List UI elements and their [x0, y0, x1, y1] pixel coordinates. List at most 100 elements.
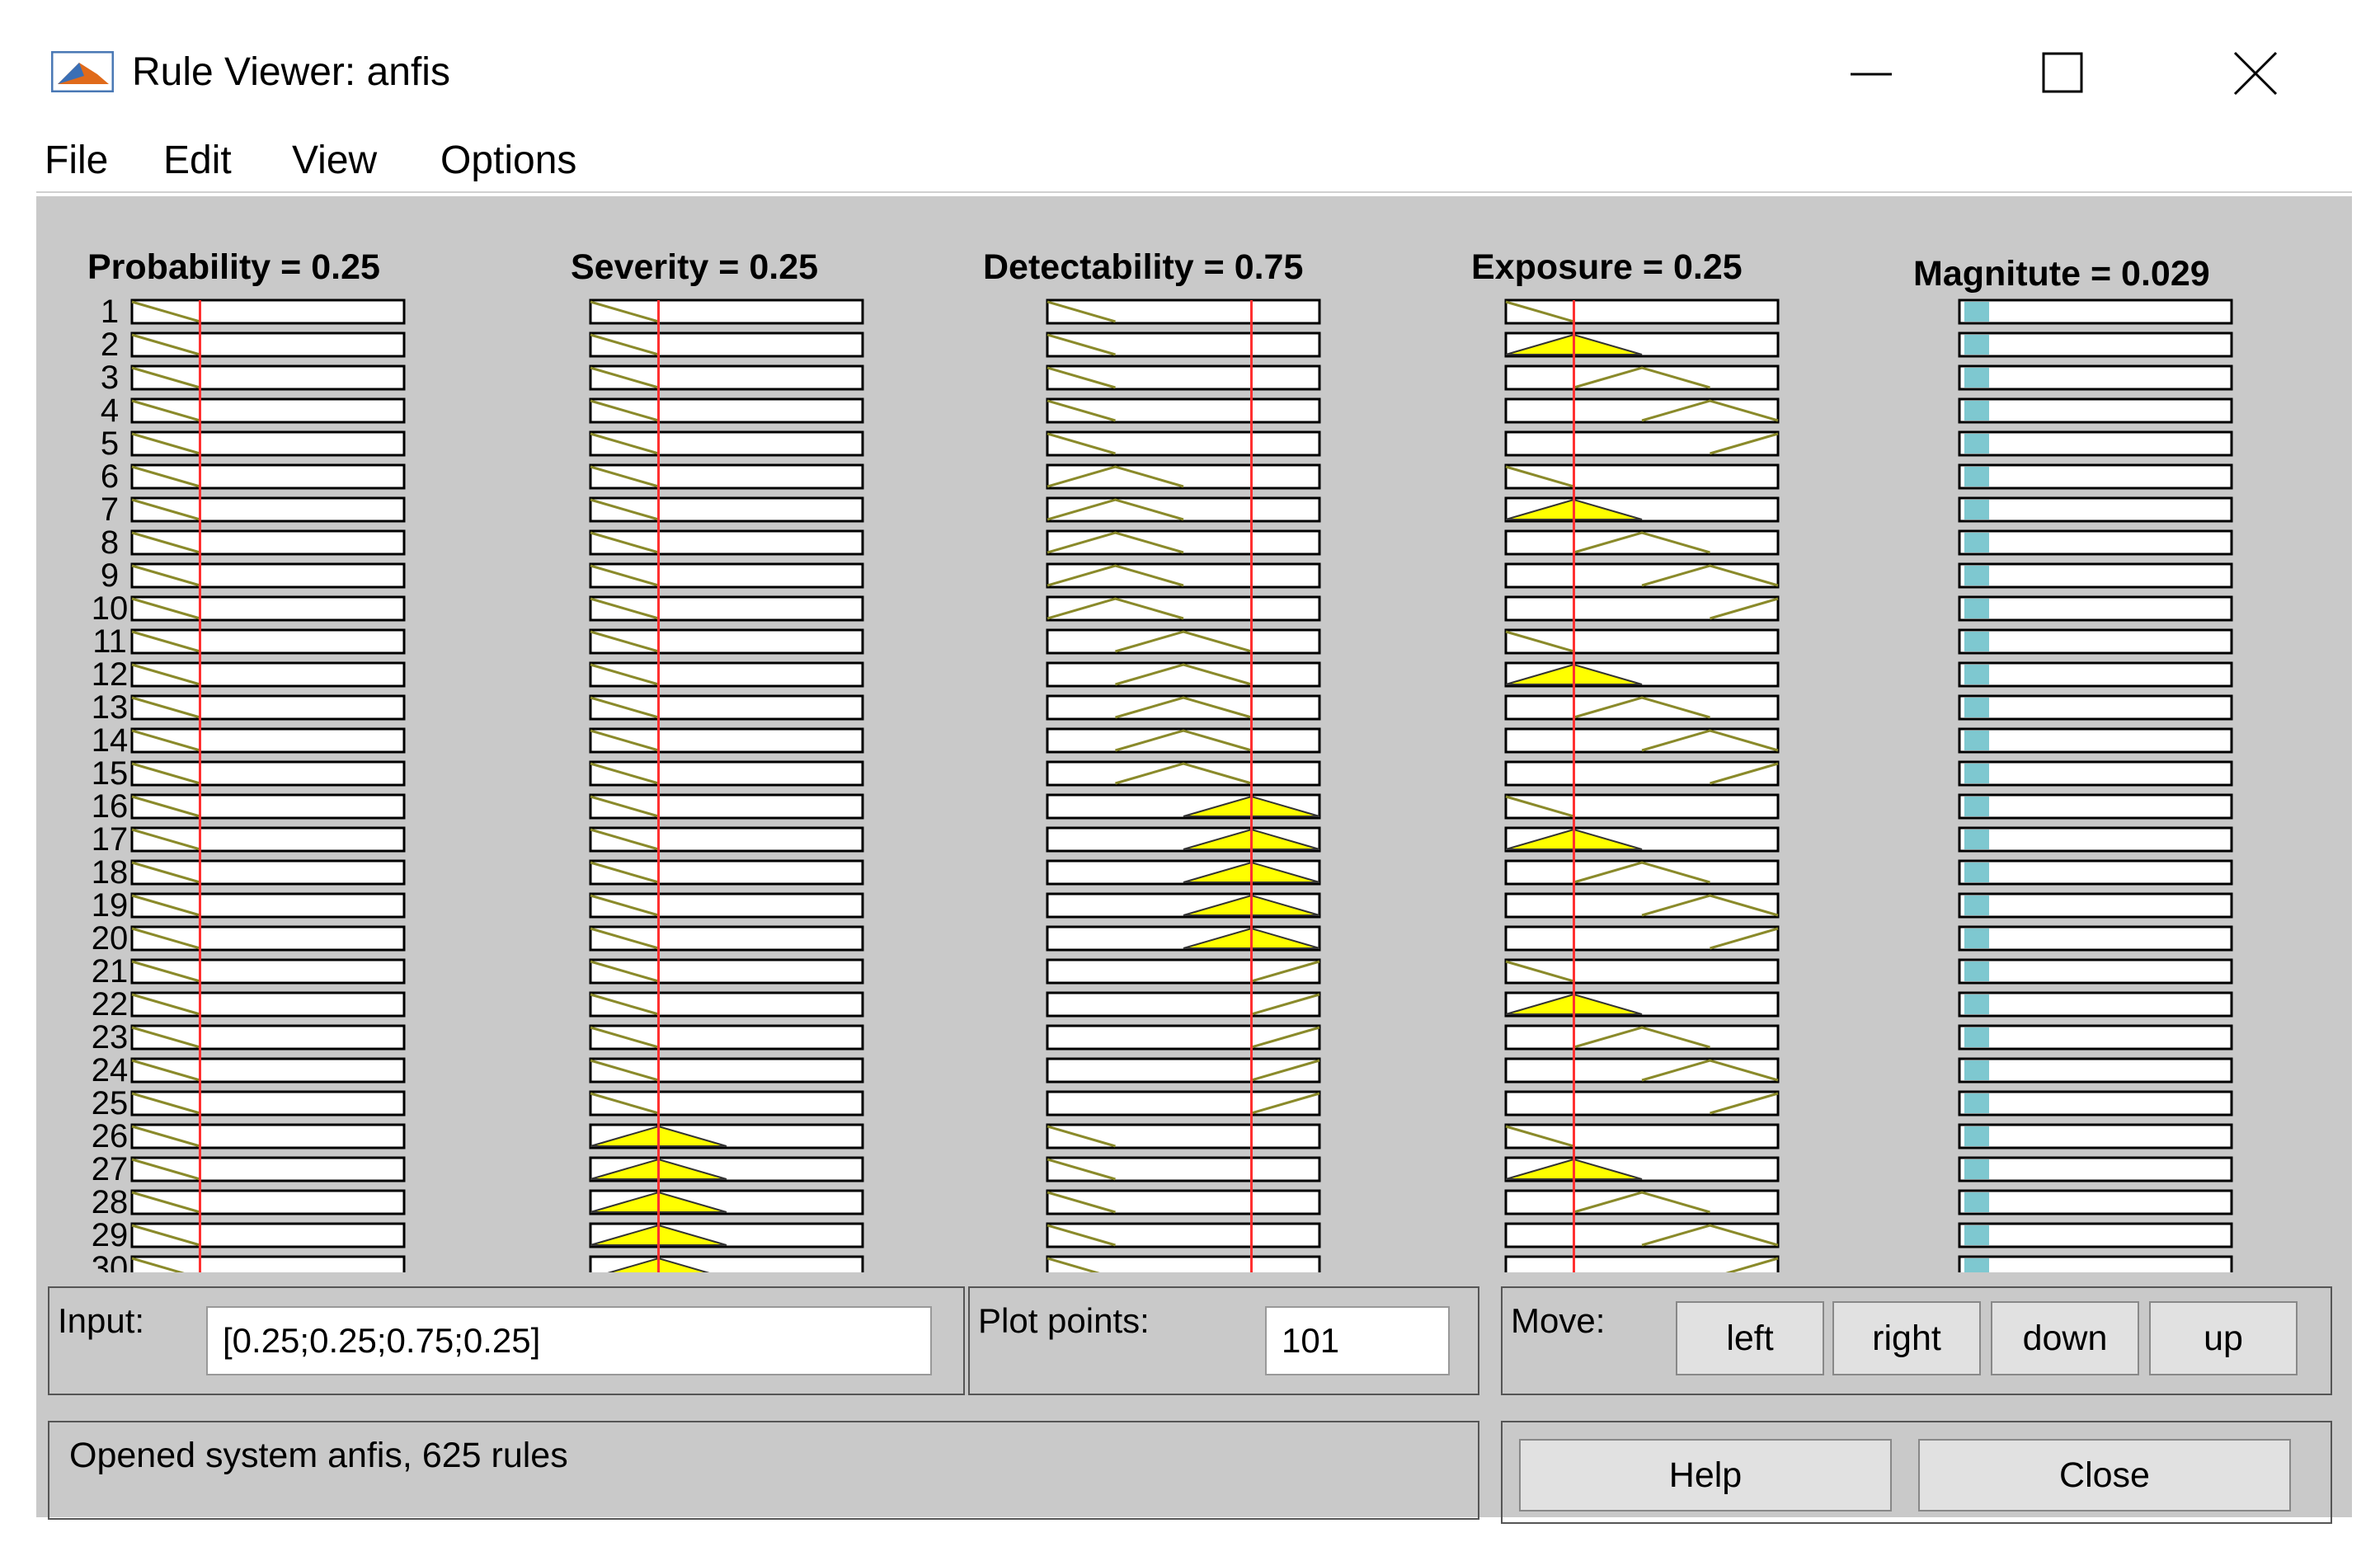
detectability-header: Detectability = 0.75 [983, 247, 1304, 287]
rule-cell [589, 991, 864, 1018]
output-bar [1964, 566, 1989, 585]
membership-line [1251, 1092, 1320, 1115]
rule-cell [130, 430, 406, 457]
output-bar [1964, 335, 1989, 355]
rule-cell [130, 793, 406, 820]
rule-cell [1504, 1057, 1780, 1084]
rule-cell [1504, 727, 1780, 754]
magnitude-header: Magnitute = 0.029 [1913, 254, 2210, 294]
rule-cell [589, 299, 864, 325]
membership-line [131, 1092, 200, 1115]
rule-cell [1046, 331, 1321, 358]
output-bar [1964, 599, 1989, 618]
menu-view[interactable]: View [292, 139, 378, 182]
matlab-icon [51, 51, 114, 92]
membership-line [1047, 531, 1184, 554]
close-button[interactable]: Close [1918, 1439, 2291, 1511]
move-right-button[interactable]: right [1832, 1301, 1981, 1375]
severity-header: Severity = 0.25 [571, 247, 819, 287]
menu-file[interactable]: File [45, 139, 109, 182]
rule-cell [130, 562, 406, 589]
membership-line [1641, 564, 1779, 587]
membership-line [1047, 1191, 1116, 1214]
output-cell [1958, 925, 2233, 952]
rule-cell [589, 595, 864, 622]
rule-cell [130, 463, 406, 490]
rule-cell [1046, 430, 1321, 457]
rule-cell [1504, 397, 1780, 424]
input-field[interactable]: [0.25;0.25;0.75;0.25] [206, 1306, 932, 1375]
membership-line [1505, 960, 1574, 983]
output-cell [1958, 628, 2233, 655]
close-icon[interactable] [2212, 41, 2302, 104]
rule-cell [589, 859, 864, 886]
help-button[interactable]: Help [1519, 1439, 1892, 1511]
rule-cell [130, 1024, 406, 1051]
membership-line [131, 894, 200, 917]
rule-cell [589, 694, 864, 721]
minimize-icon[interactable] [1826, 41, 1917, 104]
membership-line [131, 1125, 200, 1148]
membership-line [1710, 432, 1779, 455]
plot-points-field[interactable]: 101 [1265, 1306, 1450, 1375]
rule-cell [130, 760, 406, 787]
rule-cell [1046, 1189, 1321, 1215]
membership-line [1641, 1224, 1779, 1247]
rule-cell [1504, 694, 1780, 721]
rule-cell [1504, 925, 1780, 952]
rule-cell [130, 727, 406, 754]
rule-cell [130, 628, 406, 655]
rule-cell [1046, 562, 1321, 589]
rule-number: 27 [91, 1151, 129, 1187]
membership-line [590, 993, 659, 1016]
rule-cell [589, 331, 864, 358]
rule-cell [130, 1090, 406, 1117]
membership-grid [130, 299, 2233, 1272]
membership-line [1115, 696, 1252, 719]
membership-line [1115, 630, 1252, 653]
menu-options[interactable]: Options [440, 139, 577, 182]
rule-cell [130, 331, 406, 358]
membership-line [1115, 663, 1252, 686]
rule-cell [1504, 1189, 1780, 1215]
membership-line [131, 1191, 200, 1214]
output-bar [1964, 632, 1989, 651]
output-bar [1964, 500, 1989, 519]
move-group: Move: left right down up [1501, 1286, 2332, 1395]
status-text: Opened system anfis, 625 rules [69, 1436, 568, 1475]
rule-cell [130, 661, 406, 688]
output-cell [1958, 430, 2233, 457]
maximize-icon[interactable] [2019, 41, 2110, 104]
membership-line [131, 1158, 200, 1181]
output-cell [1958, 1156, 2233, 1182]
membership-line [590, 1059, 659, 1082]
membership-line [1710, 927, 1779, 950]
membership-line [590, 762, 659, 785]
move-left-button[interactable]: left [1676, 1301, 1824, 1375]
output-cell [1958, 331, 2233, 358]
membership-line [590, 498, 659, 521]
output-bar [1964, 434, 1989, 454]
membership-line [590, 1026, 659, 1049]
rule-cell [1046, 628, 1321, 655]
output-bar [1964, 698, 1989, 717]
membership-line [131, 795, 200, 818]
move-down-button[interactable]: down [1991, 1301, 2139, 1375]
rule-cell [589, 529, 864, 556]
rule-number: 14 [91, 722, 129, 759]
rule-number: 11 [92, 623, 127, 660]
plot-points-label: Plot points: [978, 1301, 1150, 1340]
membership-line [1047, 465, 1184, 488]
output-cell [1958, 1123, 2233, 1149]
output-cell [1958, 859, 2233, 886]
rule-cell [130, 1123, 406, 1149]
rule-cell [1504, 628, 1780, 655]
rule-cell [130, 826, 406, 853]
action-group: Help Close [1501, 1421, 2332, 1524]
menu-edit[interactable]: Edit [163, 139, 232, 182]
move-up-button[interactable]: up [2149, 1301, 2298, 1375]
rule-number: 18 [91, 854, 129, 891]
rule-cell [1046, 958, 1321, 985]
membership-line [590, 366, 659, 389]
rule-number: 8 [100, 524, 120, 561]
